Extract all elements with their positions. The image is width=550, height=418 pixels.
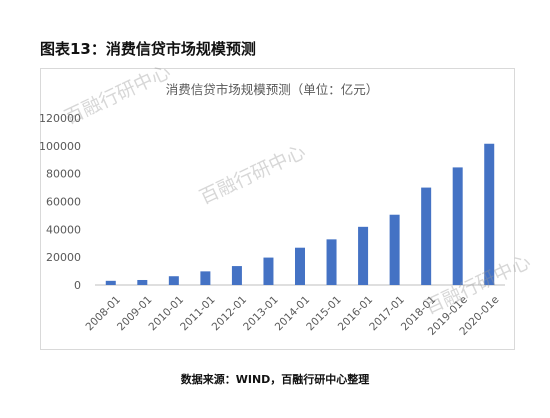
- bar: [358, 226, 369, 285]
- bar: [137, 279, 148, 285]
- y-tick-label: 0: [74, 279, 81, 292]
- bar: [231, 266, 242, 285]
- bar: [200, 271, 211, 285]
- bar: [295, 247, 305, 285]
- bar: [452, 167, 463, 285]
- bar: [484, 143, 495, 285]
- y-tick-label: 20000: [46, 251, 81, 264]
- y-tick-label: 120000: [39, 112, 81, 125]
- bar: [168, 276, 179, 285]
- bar: [389, 214, 400, 285]
- chart-frame: [40, 68, 515, 350]
- source-note: 数据来源：WIND，百融行研中心整理: [180, 373, 370, 386]
- x-axis-ticks: 2008-012009-012010-012011-012012-012013-…: [83, 294, 501, 338]
- y-tick-label: 80000: [46, 168, 81, 181]
- y-tick-label: 60000: [46, 196, 81, 209]
- bar: [326, 239, 337, 285]
- bar: [263, 257, 274, 285]
- y-tick-label: 40000: [46, 223, 81, 236]
- y-tick-label: 100000: [39, 140, 81, 153]
- y-axis-ticks: 0 20000 40000 60000 80000 100000 120000: [39, 112, 81, 292]
- bars: [105, 143, 495, 285]
- figure-title: 图表13：消费信贷市场规模预测: [40, 40, 256, 58]
- bar: [105, 280, 116, 285]
- bar: [421, 187, 432, 285]
- chart-title: 消费信贷市场规模预测（单位：亿元）: [166, 82, 379, 97]
